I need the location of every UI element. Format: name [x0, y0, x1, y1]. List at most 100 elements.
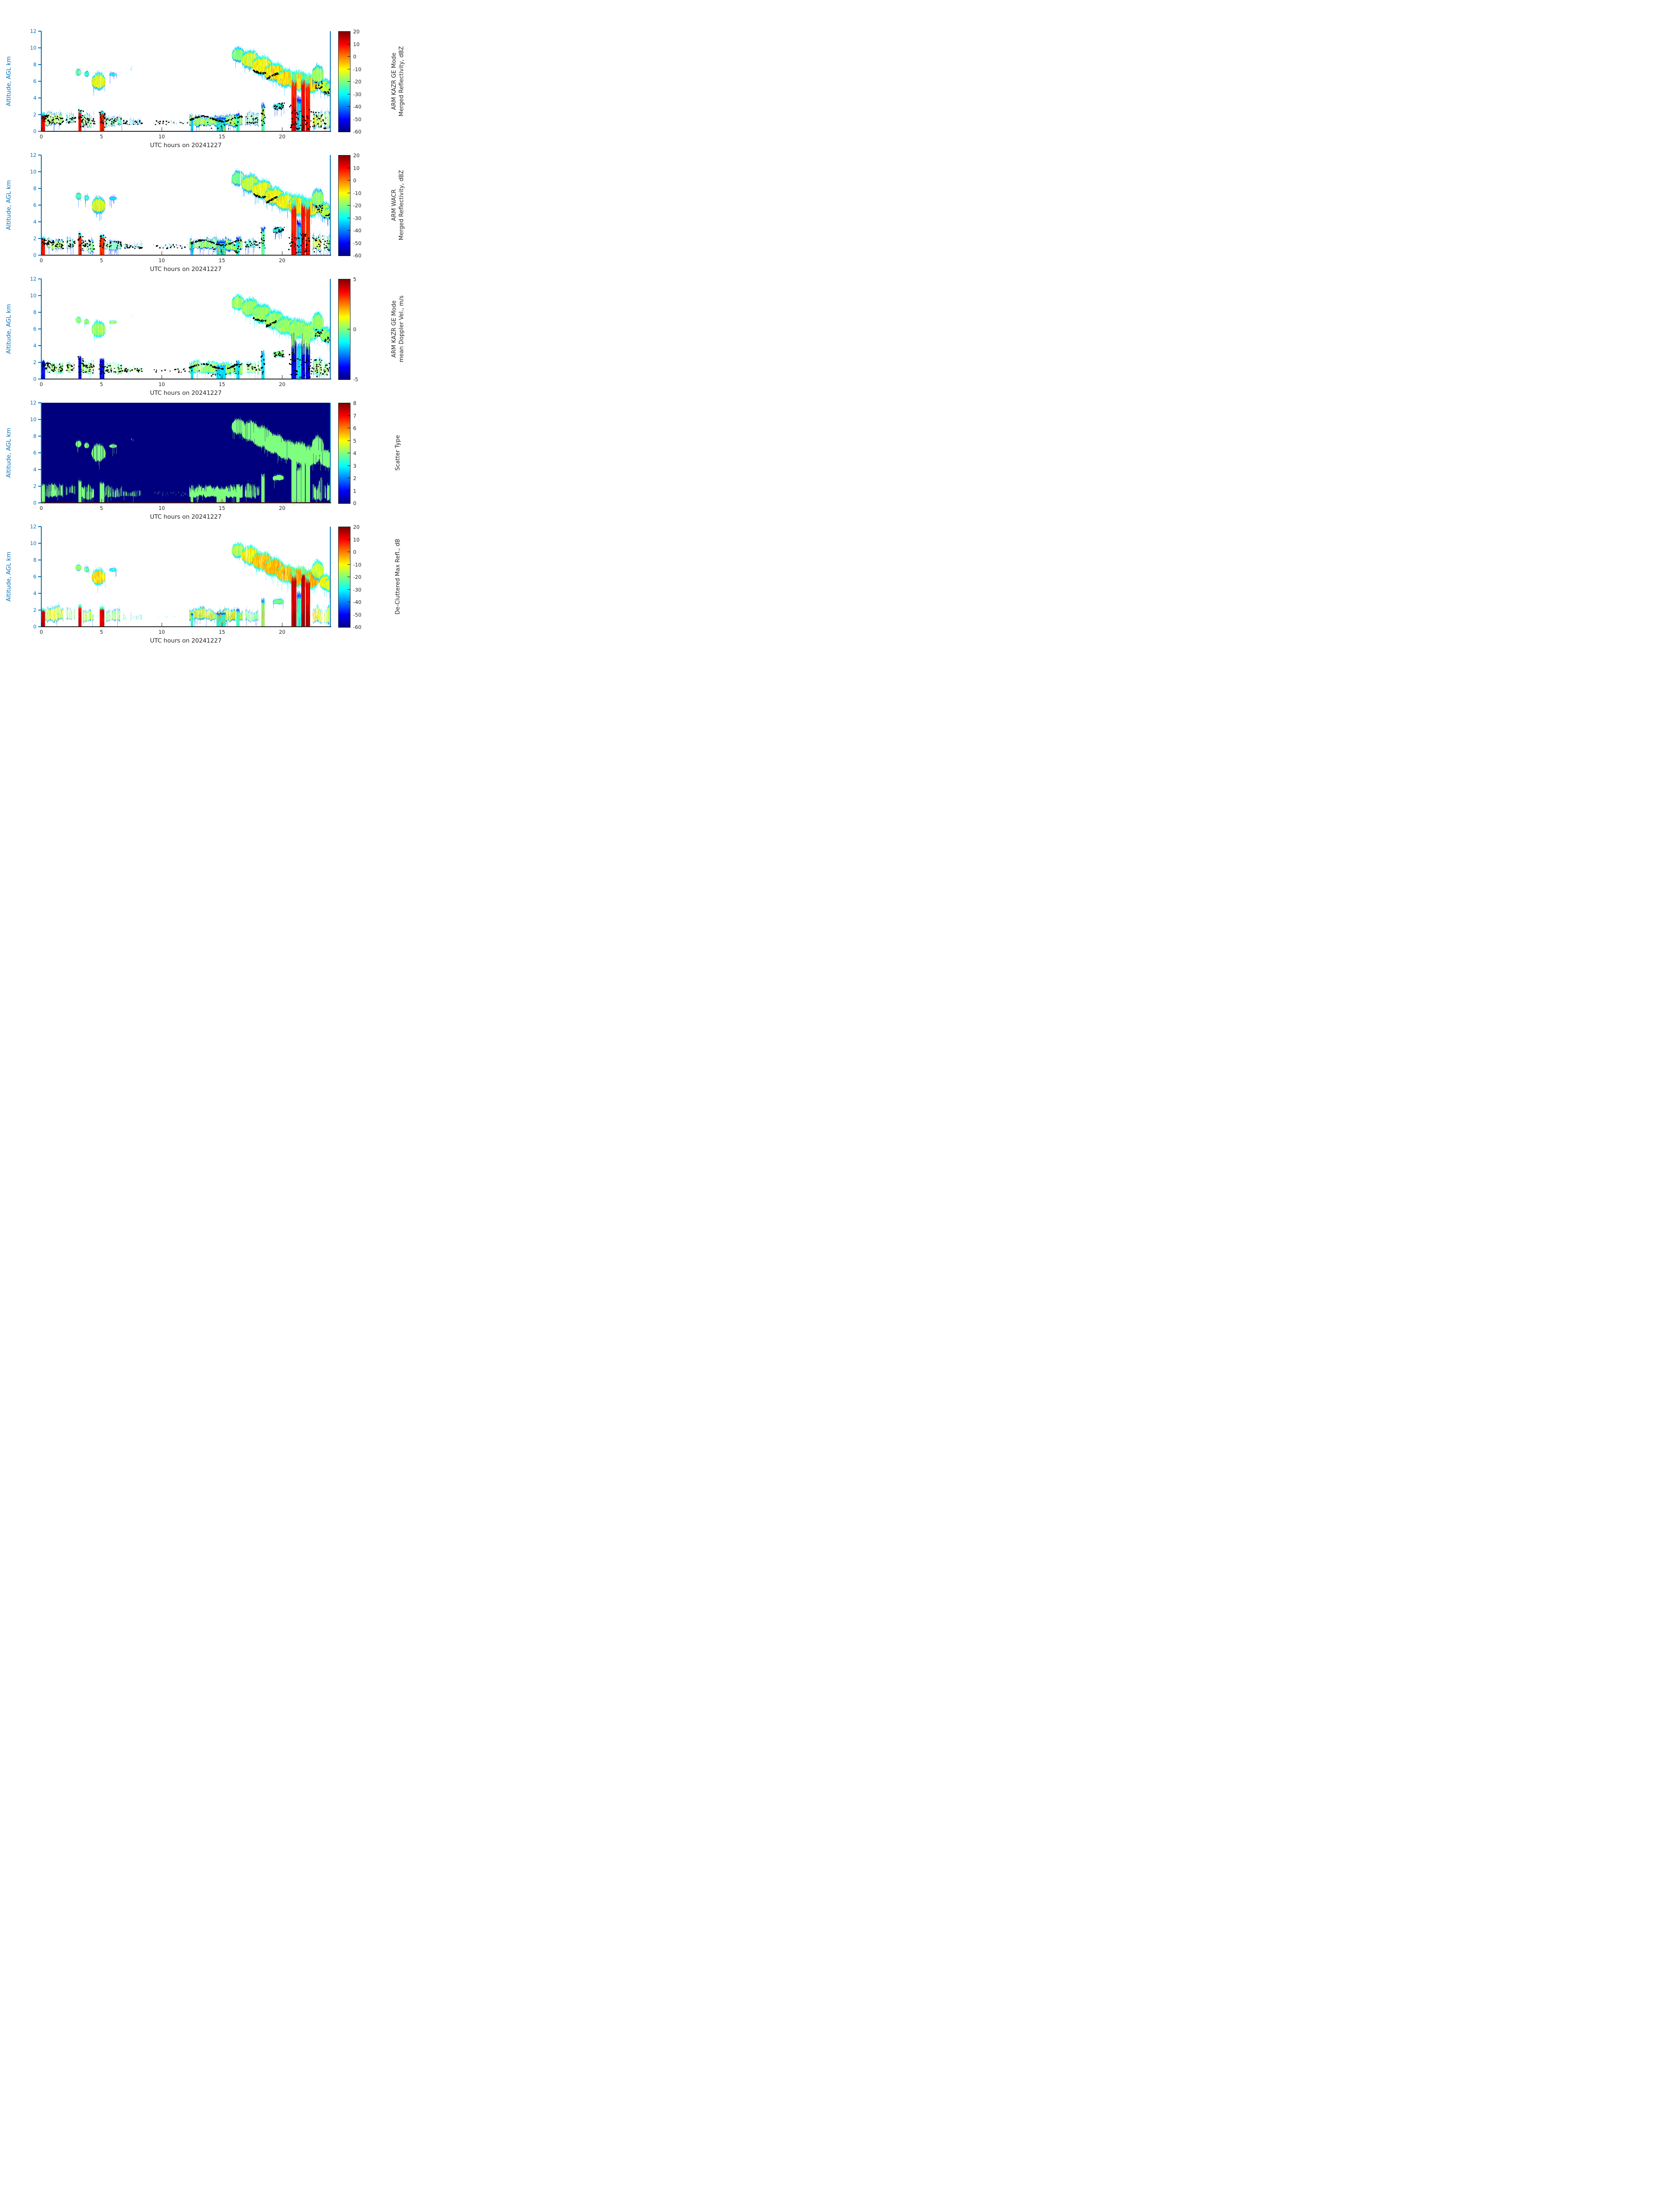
- colorbar-canvas: [338, 31, 350, 132]
- panel-kazr-doppler-velocity: Altitude, AGL km 0 5 10 15 20 0 2 4 6 8 10 12 UTC h…: [0, 276, 420, 403]
- x-tick-label: 15: [218, 505, 225, 511]
- x-tick-label: 20: [279, 505, 285, 511]
- y-tick-label: 2: [33, 483, 36, 489]
- y-tick: [38, 345, 41, 346]
- plot-area: 0 5 10 15 20 0 2 4 6 8 10 12: [30, 524, 331, 635]
- colorbar: ARM KAZR GE Mode Merged Reflectivity, dBZ…: [338, 29, 420, 135]
- colorbar-tick: [347, 589, 350, 590]
- y-tick: [38, 64, 41, 65]
- y-axis-label-text: Altitude, AGL km: [5, 304, 12, 354]
- colorbar-tick-label: -50: [353, 116, 361, 123]
- y-tick: [38, 362, 41, 363]
- colorbar-tick: [347, 106, 350, 107]
- colorbar-tick-label: 3: [353, 462, 357, 469]
- y-tick: [38, 131, 41, 132]
- colorbar: De-Cluttered Max Refl., dB 20 10 0 -10 -20 -3…: [338, 524, 420, 630]
- y-tick-label: 2: [33, 359, 36, 365]
- right-spine: [330, 403, 331, 503]
- x-tick-label: 0: [40, 134, 43, 140]
- colorbar-tick: [347, 56, 350, 57]
- y-tick: [38, 238, 41, 239]
- y-tick-label: 6: [33, 450, 36, 456]
- y-tick-label: 10: [30, 416, 36, 423]
- colorbar-label-line1: ARM KAZR GE Mode: [391, 52, 397, 110]
- colorbar-tick-label: 20: [353, 152, 360, 159]
- y-tick-label: 6: [33, 78, 36, 84]
- x-tick: [101, 623, 102, 626]
- y-tick-label: 4: [33, 219, 36, 225]
- x-tick: [41, 127, 42, 131]
- colorbar-label-line1: ARM WACR: [391, 189, 397, 221]
- colorbar-tick-label: -5: [353, 376, 358, 383]
- colorbar-tick-label: -60: [353, 624, 361, 630]
- colorbar-tick-label: -20: [353, 574, 361, 580]
- x-tick-label: 5: [100, 505, 103, 511]
- colorbar-tick-label: -50: [353, 611, 361, 618]
- x-tick-label: 5: [100, 629, 103, 635]
- plot-area: 0 5 10 15 20 0 2 4 6 8 10 12: [30, 400, 331, 511]
- y-tick: [38, 31, 41, 32]
- x-tick: [41, 375, 42, 379]
- colorbar-label-line2: Scatter Type: [394, 435, 401, 471]
- y-tick-label: 8: [33, 61, 36, 68]
- colorbar-tick-label: -20: [353, 202, 361, 209]
- y-tick-label: 2: [33, 607, 36, 613]
- right-spine: [330, 279, 331, 379]
- y-tick: [38, 188, 41, 189]
- colorbar-tick-label: 0: [353, 326, 357, 332]
- plot-area: 0 5 10 15 20 0 2 4 6 8 10 12: [30, 152, 331, 264]
- colorbar-tick-label: -60: [353, 253, 361, 259]
- y-tick-label: 12: [30, 400, 36, 406]
- x-tick-label: 10: [158, 134, 165, 140]
- colorbar-tick-label: -30: [353, 215, 361, 221]
- x-tick-label: 5: [100, 134, 103, 140]
- left-spine: [41, 403, 42, 503]
- x-tick-label: 10: [158, 629, 165, 635]
- colorbar-tick-label: 10: [353, 41, 360, 47]
- plot-area: 0 5 10 15 20 0 2 4 6 8 10 12: [30, 276, 331, 387]
- x-tick: [41, 251, 42, 255]
- colorbar-tick-label: -40: [353, 228, 361, 234]
- y-tick: [38, 81, 41, 82]
- y-tick: [38, 171, 41, 172]
- colorbar-tick-label: 5: [353, 276, 357, 282]
- x-tick-label: 0: [40, 505, 43, 511]
- y-tick-label: 12: [30, 152, 36, 158]
- y-axis-label-text: Altitude, AGL km: [5, 552, 12, 602]
- y-tick: [38, 205, 41, 206]
- left-spine: [41, 527, 42, 627]
- x-tick-label: 10: [158, 381, 165, 387]
- y-tick: [38, 576, 41, 577]
- colorbar-tick-label: 20: [353, 524, 360, 530]
- colorbar-tick-label: -30: [353, 91, 361, 98]
- y-tick: [38, 278, 41, 279]
- panel-kazr-reflectivity: Altitude, AGL km 0 5 10 15 20 0 2 4 6 8 10 12 UTC h…: [0, 28, 420, 155]
- x-tick-label: 0: [40, 257, 43, 264]
- y-tick: [38, 626, 41, 627]
- colorbar-tick-label: -20: [353, 79, 361, 85]
- bottom-spine: [40, 255, 331, 256]
- y-tick-label: 8: [33, 433, 36, 439]
- colorbar-label-line1: ARM KAZR GE Mode: [391, 300, 397, 358]
- colorbar-tick-label: -60: [353, 129, 361, 135]
- left-spine: [41, 155, 42, 256]
- colorbar-tick-label: 0: [353, 549, 357, 555]
- x-axis-label: UTC hours on 20241227: [150, 390, 222, 397]
- y-tick-label: 8: [33, 185, 36, 191]
- colorbar-tick: [347, 415, 350, 416]
- x-tick-label: 15: [218, 381, 225, 387]
- colorbar-tick-label: -40: [353, 104, 361, 110]
- y-axis-label-text: Altitude, AGL km: [5, 428, 12, 478]
- colorbar-tick-label: 4: [353, 450, 357, 456]
- y-tick-label: 0: [33, 500, 36, 506]
- colorbar-tick-label: 20: [353, 29, 360, 35]
- y-tick-label: 10: [30, 293, 36, 299]
- plot-area: 0 5 10 15 20 0 2 4 6 8 10 12: [30, 28, 331, 140]
- colorbar-tick-label: -40: [353, 599, 361, 605]
- colorbar: ARM KAZR GE Mode mean Doppler Vel., m/s 5…: [338, 276, 420, 383]
- y-tick-label: 2: [33, 112, 36, 118]
- colorbar-tick-label: 7: [353, 412, 357, 419]
- bottom-spine: [40, 131, 331, 132]
- y-tick: [38, 436, 41, 437]
- right-spine: [330, 527, 331, 627]
